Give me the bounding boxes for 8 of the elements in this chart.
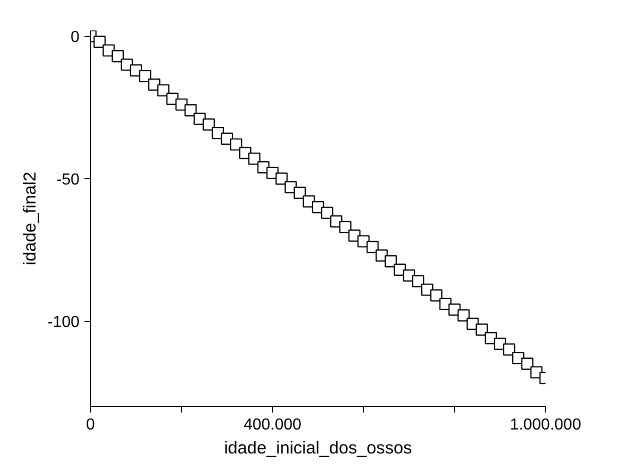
- y-tick-label: -50: [56, 172, 80, 189]
- x-tick-label: 400.000: [244, 416, 302, 434]
- x-axis-title: idade_inicial_dos_ossos: [224, 438, 412, 458]
- y-axis-title: idade_final2: [19, 172, 40, 266]
- x-tick-label: 1.000.000: [510, 416, 582, 434]
- x-tick-label: 0: [86, 416, 96, 434]
- y-tick-label: -100: [47, 314, 80, 332]
- y-tick-label: 0: [70, 29, 80, 46]
